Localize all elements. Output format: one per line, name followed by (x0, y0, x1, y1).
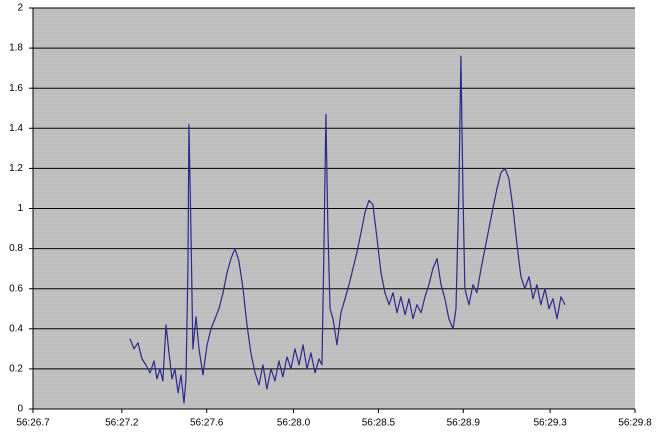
x-tick-label: 56:28.0 (277, 418, 311, 429)
y-tick-label: 1.6 (9, 83, 23, 94)
y-tick-label: 1 (17, 203, 23, 214)
y-tick-label: 2 (17, 3, 23, 14)
x-tick-label: 56:29.3 (533, 418, 567, 429)
y-tick-label: 0.4 (9, 323, 23, 334)
y-tick-label: 0.8 (9, 243, 23, 254)
x-tick-label: 56:28.9 (447, 418, 481, 429)
x-tick-label: 56:28.5 (362, 418, 396, 429)
y-tick-label: 0 (17, 404, 23, 415)
x-tick-label: 56:27.2 (105, 418, 139, 429)
y-tick-label: 1.4 (9, 123, 23, 134)
y-tick-label: 1.8 (9, 43, 23, 54)
x-tick-label: 56:26.7 (16, 418, 50, 429)
data-line (129, 55, 566, 404)
x-tick-label: 56:29.8 (618, 418, 652, 429)
y-tick-label: 0.2 (9, 364, 23, 375)
x-tick-label: 56:27.6 (190, 418, 224, 429)
y-tick-label: 1.2 (9, 163, 23, 174)
y-tick-label: 0.6 (9, 283, 23, 294)
